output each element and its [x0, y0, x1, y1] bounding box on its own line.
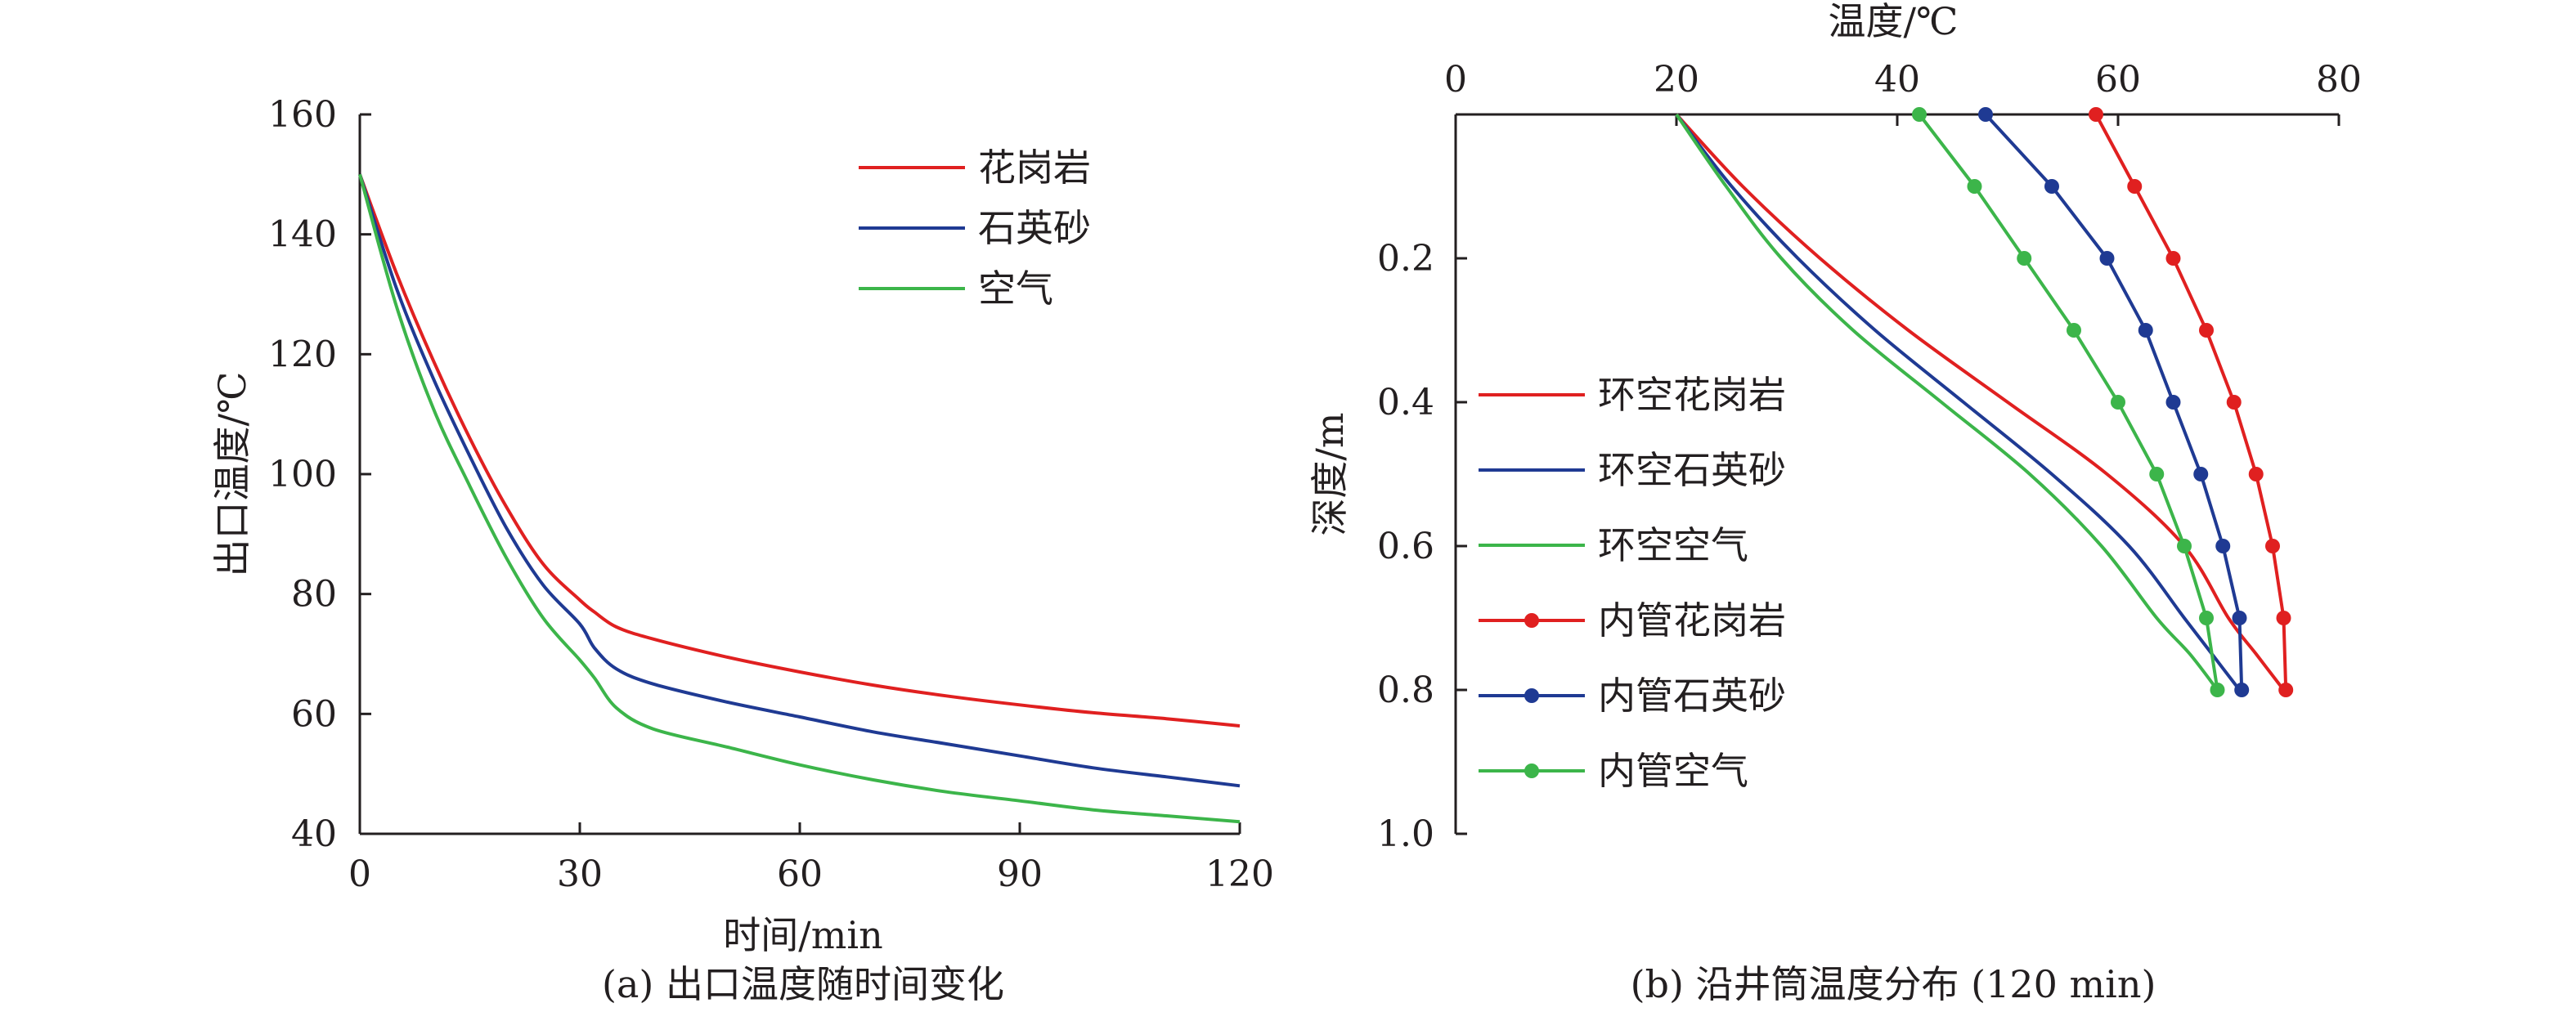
- chart-b-legend-marker: [1524, 613, 1539, 628]
- chart-b-data-point: [2177, 539, 2192, 553]
- chart-b-data-point: [2226, 395, 2242, 410]
- chart-a-series-line: [358, 173, 1241, 824]
- chart-b-caption: (b) 沿井筒温度分布 (120 min): [1631, 962, 2156, 1006]
- chart-b-x-axis-label: 温度/℃: [1829, 0, 1959, 43]
- chart-b-series-lines: [1675, 107, 2294, 697]
- chart-b-data-point: [2067, 323, 2081, 338]
- chart-a-x-tick-label: 90: [997, 853, 1043, 895]
- chart-b-x-tick-label: 40: [1874, 59, 1920, 101]
- chart-a-legend-label: 花岗岩: [978, 146, 1091, 190]
- chart-a-series-lines: [358, 173, 1241, 824]
- chart-b-series-line: [1675, 113, 2219, 692]
- chart-b-legend-marker: [1524, 764, 1539, 778]
- chart-a-legend-label: 空气: [978, 266, 1053, 311]
- chart-b-x-tick-label: 0: [1444, 59, 1467, 101]
- chart-a-y-tick-label: 160: [268, 94, 337, 136]
- chart-b-data-point: [2193, 467, 2209, 481]
- chart-b-y-tick-label: 0.4: [1377, 382, 1434, 423]
- chart-a-series-line: [358, 173, 1241, 788]
- chart-b-data-point: [2099, 251, 2115, 266]
- chart-a-y-tick-label: 140: [268, 214, 337, 256]
- chart-b-series-line: [1675, 113, 2286, 692]
- chart-b-legend-label: 环空石英砂: [1598, 448, 1786, 492]
- chart-b-data-point: [2248, 467, 2264, 481]
- chart-b-data-point: [2199, 611, 2214, 625]
- chart-b-data-point: [1967, 179, 1982, 194]
- chart-b-y-axis-label: 深度/m: [1308, 412, 1352, 535]
- chart-b-data-point: [2210, 683, 2225, 697]
- chart-a-caption: (a) 出口温度随时间变化: [602, 962, 1004, 1006]
- chart-a-x-tick-label: 30: [557, 853, 603, 895]
- chart-b-legend-label: 内管空气: [1598, 749, 1748, 793]
- chart-b-legend-label: 环空花岗岩: [1598, 373, 1786, 417]
- chart-b-y-tick-label: 1.0: [1377, 813, 1434, 855]
- chart-a-axes: 0 30 60 90 120 40 60 80 100 120 140 160: [268, 94, 1274, 895]
- chart-b-data-point: [2278, 683, 2294, 697]
- chart-a-y-axis-label: 出口温度/℃: [210, 372, 254, 577]
- chart-b-series-line: [1675, 113, 2242, 692]
- chart-b-legend-marker: [1524, 688, 1539, 703]
- chart-b-data-point: [2127, 179, 2143, 194]
- chart-b-axes: 0 20 40 60 80 0.2 0.4 0.6 0.8 1.0: [1377, 59, 2362, 855]
- chart-a-series-line: [358, 173, 1241, 728]
- chart-a-y-tick-label: 40: [291, 813, 337, 855]
- chart-b-x-tick-label: 60: [2095, 59, 2141, 101]
- chart-b-data-point: [1912, 107, 1927, 122]
- chart-b-y-tick-label: 0.8: [1377, 669, 1434, 711]
- chart-a-y-tick-label: 80: [291, 574, 337, 616]
- chart-b-data-point: [2017, 251, 2032, 266]
- chart-a-x-tick-label: 60: [777, 853, 823, 895]
- chart-b-data-point: [2234, 683, 2250, 697]
- chart-b-x-tick-label: 80: [2316, 59, 2362, 101]
- chart-b-data-point: [2199, 323, 2214, 338]
- chart-a-y-tick-label: 100: [268, 454, 337, 495]
- chart-b-data-point: [2149, 467, 2165, 481]
- chart-b-data-point: [2232, 611, 2247, 625]
- chart-a-legend-label: 石英砂: [978, 206, 1091, 250]
- chart-a-y-tick-label: 120: [268, 334, 337, 375]
- chart-b-legend-label: 环空空气: [1598, 523, 1748, 567]
- chart-b-data-point: [2044, 179, 2059, 194]
- chart-b-data-point: [2165, 395, 2181, 410]
- chart-b-legend-label: 内管石英砂: [1598, 674, 1786, 718]
- chart-b-data-point: [1978, 107, 1993, 122]
- chart-b-data-point: [2089, 107, 2103, 122]
- chart-b-data-point: [2276, 611, 2291, 625]
- chart-b-legend-label: 内管花岗岩: [1598, 598, 1786, 643]
- chart-b-y-tick-label: 0.2: [1377, 238, 1434, 280]
- chart-a-y-tick-label: 60: [291, 693, 337, 735]
- chart-a-x-axis-label: 时间/min: [723, 913, 882, 957]
- chart-b-y-tick-label: 0.6: [1377, 526, 1434, 567]
- chart-b-data-point: [2111, 395, 2125, 410]
- chart-a-x-tick-label: 120: [1205, 853, 1274, 895]
- chart-b-data-point: [2138, 323, 2153, 338]
- chart-b-wellbore-temperature: 0 20 40 60 80 0.2 0.4 0.6 0.8 1.0 环空花岗岩环空石英砂环空空气内…: [1308, 0, 2362, 1006]
- chart-b-x-tick-label: 20: [1654, 59, 1699, 101]
- chart-b-data-point: [2215, 539, 2231, 553]
- chart-b-data-point: [2265, 539, 2280, 553]
- chart-a-x-tick-label: 0: [348, 853, 371, 895]
- chart-b-data-point: [2165, 251, 2181, 266]
